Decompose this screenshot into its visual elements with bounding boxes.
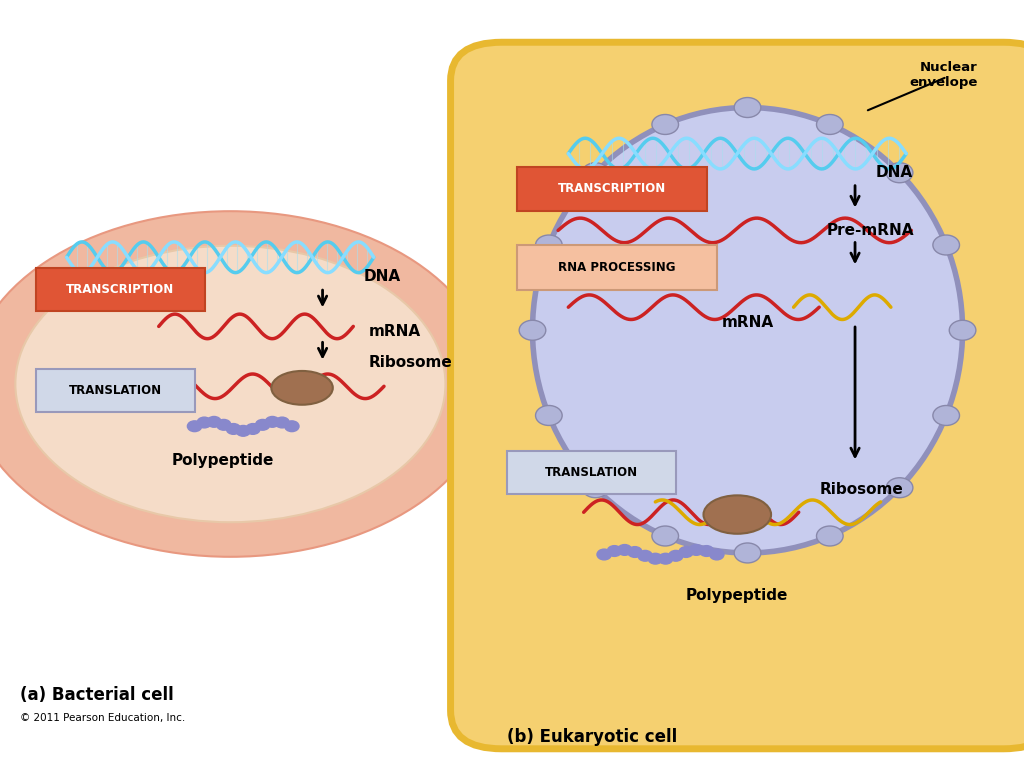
Circle shape bbox=[597, 549, 611, 560]
Circle shape bbox=[217, 419, 231, 430]
Circle shape bbox=[886, 478, 912, 498]
Ellipse shape bbox=[0, 211, 492, 557]
Circle shape bbox=[197, 417, 212, 428]
Circle shape bbox=[583, 478, 609, 498]
Ellipse shape bbox=[532, 108, 963, 553]
Circle shape bbox=[226, 424, 241, 435]
FancyBboxPatch shape bbox=[36, 369, 195, 412]
FancyBboxPatch shape bbox=[517, 245, 717, 290]
Circle shape bbox=[710, 549, 724, 560]
Text: Pre-mRNA: Pre-mRNA bbox=[827, 223, 914, 238]
Circle shape bbox=[536, 235, 562, 255]
Ellipse shape bbox=[703, 495, 771, 534]
Text: mRNA: mRNA bbox=[369, 324, 421, 339]
Circle shape bbox=[886, 163, 912, 183]
Circle shape bbox=[689, 545, 703, 555]
Circle shape bbox=[699, 545, 714, 556]
FancyBboxPatch shape bbox=[507, 451, 676, 494]
Ellipse shape bbox=[271, 371, 333, 405]
Text: Nuclear
envelope: Nuclear envelope bbox=[909, 61, 978, 89]
Circle shape bbox=[679, 547, 693, 558]
Circle shape bbox=[816, 526, 843, 546]
Text: Polypeptide: Polypeptide bbox=[686, 588, 788, 603]
Circle shape bbox=[638, 551, 652, 561]
Circle shape bbox=[628, 547, 642, 558]
Circle shape bbox=[734, 98, 761, 118]
Text: Ribosome: Ribosome bbox=[819, 482, 903, 498]
Ellipse shape bbox=[15, 246, 445, 522]
Circle shape bbox=[669, 551, 683, 561]
Text: © 2011 Pearson Education, Inc.: © 2011 Pearson Education, Inc. bbox=[20, 713, 185, 723]
Circle shape bbox=[607, 545, 622, 556]
Text: TRANSCRIPTION: TRANSCRIPTION bbox=[558, 183, 666, 195]
Circle shape bbox=[207, 416, 221, 427]
Circle shape bbox=[734, 543, 761, 563]
FancyBboxPatch shape bbox=[36, 268, 205, 311]
Circle shape bbox=[265, 416, 280, 427]
Text: DNA: DNA bbox=[876, 165, 912, 180]
Circle shape bbox=[583, 163, 609, 183]
Circle shape bbox=[256, 419, 270, 430]
Text: (a) Bacterial cell: (a) Bacterial cell bbox=[20, 686, 174, 704]
Circle shape bbox=[187, 421, 202, 432]
Circle shape bbox=[236, 425, 250, 436]
Circle shape bbox=[536, 406, 562, 425]
Text: TRANSLATION: TRANSLATION bbox=[545, 466, 638, 478]
Text: Polypeptide: Polypeptide bbox=[172, 453, 274, 468]
Text: TRANSCRIPTION: TRANSCRIPTION bbox=[67, 283, 174, 296]
Circle shape bbox=[274, 417, 289, 428]
Circle shape bbox=[933, 406, 959, 425]
Text: DNA: DNA bbox=[364, 269, 400, 284]
Circle shape bbox=[246, 424, 260, 435]
Text: mRNA: mRNA bbox=[722, 315, 773, 330]
Circle shape bbox=[949, 320, 976, 340]
Circle shape bbox=[617, 545, 632, 555]
Circle shape bbox=[648, 553, 663, 564]
FancyBboxPatch shape bbox=[517, 167, 707, 211]
Circle shape bbox=[519, 320, 546, 340]
Circle shape bbox=[652, 114, 679, 134]
Circle shape bbox=[658, 553, 673, 564]
Text: RNA PROCESSING: RNA PROCESSING bbox=[558, 261, 676, 273]
Circle shape bbox=[816, 114, 843, 134]
Circle shape bbox=[285, 421, 299, 432]
Text: (b) Eukaryotic cell: (b) Eukaryotic cell bbox=[507, 728, 677, 746]
Circle shape bbox=[933, 235, 959, 255]
Circle shape bbox=[652, 526, 679, 546]
Text: TRANSLATION: TRANSLATION bbox=[69, 385, 162, 397]
Text: Ribosome: Ribosome bbox=[369, 355, 453, 370]
FancyBboxPatch shape bbox=[451, 42, 1024, 749]
